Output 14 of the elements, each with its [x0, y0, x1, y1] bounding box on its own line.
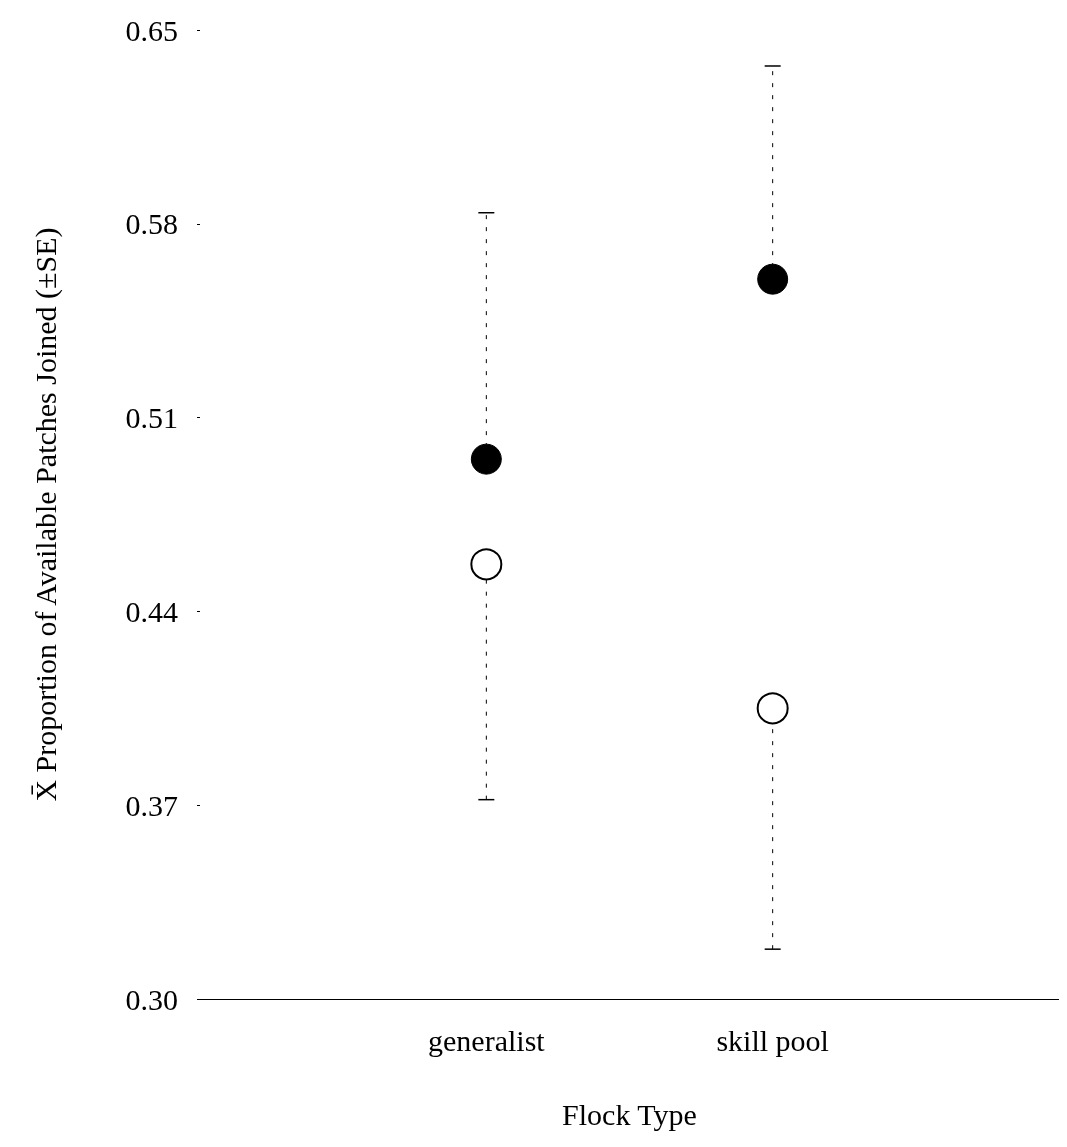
y-tick-label: 0.65 — [125, 13, 178, 47]
y-tick-label: 0.51 — [125, 401, 178, 435]
x-axis-title: Flock Type — [562, 1097, 697, 1131]
x-tick-label: generalist — [428, 1023, 546, 1057]
point — [470, 548, 503, 581]
x-tick-label: skill pool — [716, 1023, 829, 1057]
y-tick-label: 0.37 — [125, 788, 178, 822]
point — [470, 443, 502, 475]
point — [756, 692, 789, 725]
point — [757, 263, 789, 295]
y-tick-label: 0.30 — [125, 982, 178, 1016]
y-axis-title: X̄ Proportion of Available Patches Joined (±SE) — [28, 227, 63, 802]
y-tick-label: 0.58 — [125, 207, 178, 241]
y-tick-label: 0.44 — [125, 594, 178, 628]
